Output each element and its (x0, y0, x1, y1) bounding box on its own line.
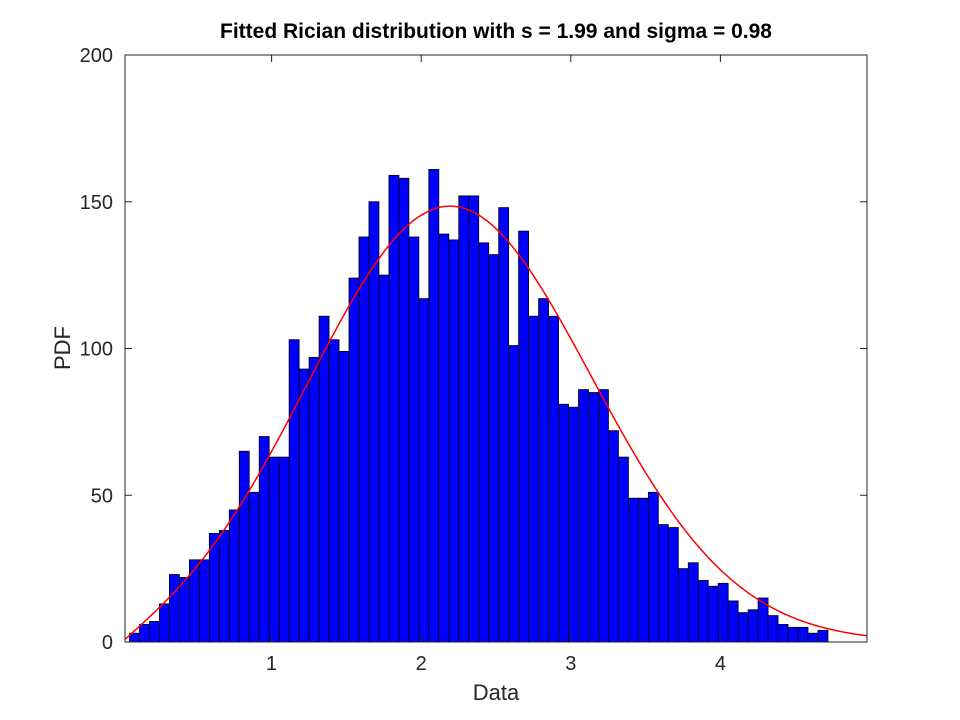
histogram-bar (618, 456, 629, 643)
histogram-bar (328, 339, 340, 643)
histogram-bar (687, 562, 699, 643)
x-tick-label: 2 (416, 653, 427, 675)
histogram-bar (797, 626, 809, 643)
y-tick-label: 0 (102, 632, 113, 654)
histogram-bar (747, 609, 759, 643)
x-axis-ticks: 1 2 3 4 (266, 55, 726, 675)
histogram-bar (568, 406, 579, 643)
histogram-bar (637, 497, 649, 643)
histogram-bar (697, 579, 709, 643)
histogram-bar (598, 389, 609, 643)
histogram-bar (707, 585, 719, 643)
histogram-bar (248, 491, 260, 643)
histogram-bar (817, 629, 829, 643)
histogram-bar (448, 239, 460, 643)
x-tick-label: 3 (565, 653, 576, 675)
histogram-bar (398, 177, 410, 643)
histogram-bar (348, 277, 360, 643)
histogram-bar (667, 527, 679, 643)
histogram-bar (438, 233, 450, 643)
histogram-bar (508, 345, 520, 643)
histogram-bar (218, 530, 230, 643)
histogram-bar (627, 497, 639, 643)
histogram-bar (149, 621, 160, 643)
histogram-bar (228, 509, 240, 643)
histogram-bar (807, 632, 819, 643)
histogram-bar (288, 339, 300, 643)
histogram-bar (468, 195, 480, 643)
histogram-bar (588, 392, 599, 643)
histogram-bar (268, 456, 280, 643)
y-tick-label: 50 (91, 485, 113, 507)
histogram-bar (358, 236, 370, 643)
y-tick-label: 150 (80, 192, 113, 214)
histogram-bar (428, 169, 440, 643)
histogram-bar (188, 559, 200, 643)
x-tick-label: 4 (715, 653, 726, 675)
histogram-bar (578, 389, 589, 643)
histogram-bar (418, 298, 430, 643)
histogram-bar (677, 568, 689, 643)
histogram-bar (458, 195, 470, 643)
y-axis-label: PDF (50, 326, 75, 370)
histogram-bar (338, 351, 350, 643)
y-tick-label: 200 (80, 45, 113, 67)
histogram-bar (368, 201, 380, 643)
histogram-bar (737, 612, 749, 643)
histogram-bar (408, 236, 420, 643)
histogram-bar (178, 577, 190, 643)
histogram-bar (298, 368, 310, 643)
histogram-bar (258, 436, 270, 643)
histogram-bar (238, 450, 250, 643)
fit-curve-line (124, 205, 868, 640)
histogram-bar (528, 315, 539, 643)
histogram-bar (727, 600, 739, 643)
y-tick-label: 100 (80, 339, 113, 361)
histogram-bar (548, 315, 559, 643)
histogram-bar (478, 242, 490, 643)
histogram-bar (498, 207, 510, 643)
histogram-bar (378, 274, 390, 643)
x-tick-label: 1 (266, 653, 277, 675)
histogram-bar (388, 174, 400, 643)
histogram-bar (558, 403, 569, 643)
histogram-bar (318, 315, 330, 643)
y-axis-ticks: 0 50 100 150 200 (80, 45, 867, 654)
histogram-bar (657, 524, 669, 643)
histogram-bar (717, 582, 729, 643)
histogram-bar (787, 626, 799, 643)
x-axis-label: Data (473, 680, 520, 705)
histogram-bar (488, 254, 500, 643)
histogram-bar (308, 356, 320, 643)
histogram-bar (608, 430, 619, 643)
chart-title: Fitted Rician distribution with s = 1.99… (220, 20, 772, 43)
histogram-bar (647, 491, 659, 643)
histogram-bar (168, 574, 180, 643)
histogram-bar (159, 603, 170, 643)
histogram-bar (198, 559, 210, 643)
histogram-bar (518, 230, 530, 643)
histogram-bar (139, 623, 150, 643)
histogram-bar (278, 456, 290, 643)
histogram-bar (777, 623, 789, 643)
histogram-bar (767, 615, 779, 643)
histogram-bar (538, 298, 549, 643)
